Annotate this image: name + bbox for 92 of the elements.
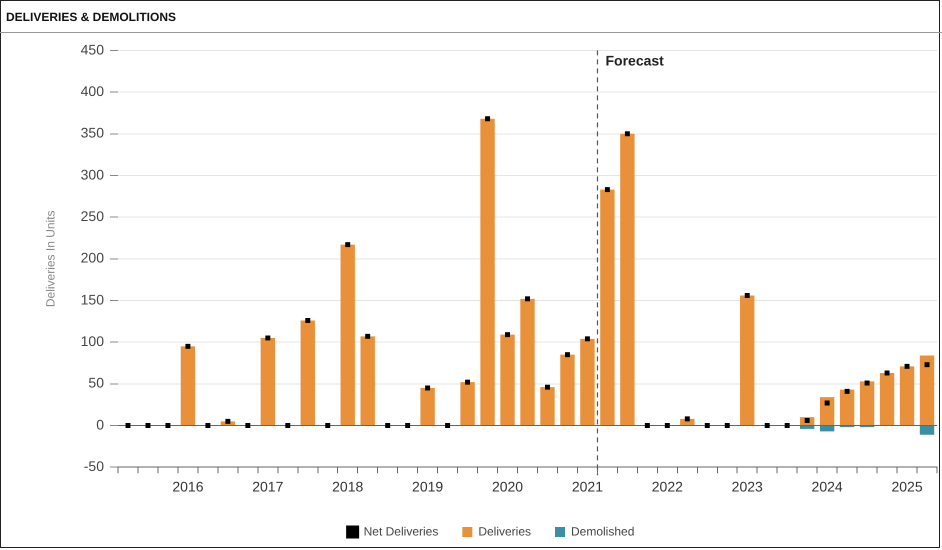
bar: [820, 426, 834, 432]
point: [405, 423, 410, 428]
point: [684, 416, 690, 422]
x-tick-label: 2019: [412, 478, 444, 494]
legend-label: Net Deliveries: [364, 524, 438, 538]
point: [465, 380, 470, 385]
bar: [360, 336, 375, 426]
point: [145, 423, 150, 428]
bar: [900, 366, 914, 426]
x-tick-label: 2024: [812, 478, 843, 494]
x-tick-label: 2020: [492, 478, 524, 494]
point: [844, 388, 850, 394]
bar: [580, 338, 595, 426]
point: [165, 423, 170, 428]
bar: [600, 190, 615, 426]
point: [445, 423, 450, 428]
bar: [880, 373, 894, 426]
bar: [340, 244, 355, 426]
point: [305, 318, 310, 323]
x-tick-label: 2025: [891, 478, 923, 494]
point: [245, 423, 250, 428]
y-tick-label: 50: [88, 374, 104, 391]
legend-label: Demolished: [571, 524, 634, 538]
point: [265, 336, 270, 340]
point: [564, 352, 570, 358]
point: [924, 362, 930, 368]
point: [724, 423, 730, 428]
x-tick-label: 2023: [732, 478, 764, 494]
y-tick-label: 300: [80, 166, 104, 182]
bar: [800, 426, 814, 429]
x-tick-label: 2021: [572, 478, 604, 494]
bar: [420, 388, 435, 426]
point: [345, 242, 350, 248]
point: [525, 296, 530, 302]
x-tick-label: 2017: [252, 478, 284, 494]
point: [505, 332, 510, 338]
point: [225, 418, 230, 424]
x-tick-label: 2022: [652, 478, 684, 494]
point: [764, 423, 770, 428]
point: [704, 423, 710, 428]
bar: [620, 134, 635, 426]
point: [864, 380, 870, 386]
x-tick-label: 2016: [172, 478, 204, 494]
bar: [540, 387, 555, 426]
point: [904, 364, 910, 369]
bar: [920, 356, 934, 426]
point: [545, 384, 550, 390]
x-tick-label: 2018: [332, 478, 364, 494]
y-tick-label: -50: [84, 458, 104, 474]
point: [285, 423, 290, 428]
bar: [920, 426, 934, 435]
y-tick-label: 450: [80, 41, 104, 58]
point: [485, 116, 490, 122]
point: [824, 400, 830, 406]
point: [185, 344, 190, 349]
bar: [460, 382, 475, 426]
ref-line-label: Forecast: [605, 52, 664, 68]
bar: [860, 381, 874, 426]
chart-title: DELIVERIES & DEMOLITIONS: [6, 10, 176, 24]
y-tick-label: 350: [80, 124, 104, 141]
point: [205, 423, 210, 428]
point: [784, 423, 790, 428]
bar: [820, 397, 834, 426]
point: [385, 423, 390, 428]
bar: [740, 295, 754, 426]
point: [644, 423, 650, 428]
bar: [520, 298, 535, 426]
bar: [500, 334, 515, 426]
point: [584, 336, 590, 342]
point: [126, 423, 130, 428]
y-tick-label: 400: [80, 82, 104, 99]
point: [325, 423, 330, 428]
point: [744, 293, 750, 298]
bar: [300, 320, 315, 426]
y-tick-label: 200: [80, 250, 104, 266]
bar: [180, 346, 196, 426]
y-axis-title: Deliveries In Units: [44, 210, 58, 308]
bar: [840, 390, 854, 426]
y-tick-label: 100: [80, 333, 104, 350]
point: [365, 334, 370, 339]
legend-label: Deliveries: [478, 524, 532, 538]
bar: [480, 118, 495, 426]
y-tick-label: 250: [80, 208, 104, 224]
point: [425, 386, 430, 390]
y-tick-label: 150: [80, 291, 104, 308]
bar: [560, 354, 575, 426]
bar: [260, 338, 276, 426]
point: [604, 187, 610, 192]
point: [884, 370, 890, 376]
point: [624, 131, 630, 136]
y-tick-label: 0: [96, 416, 104, 432]
point: [664, 423, 670, 428]
